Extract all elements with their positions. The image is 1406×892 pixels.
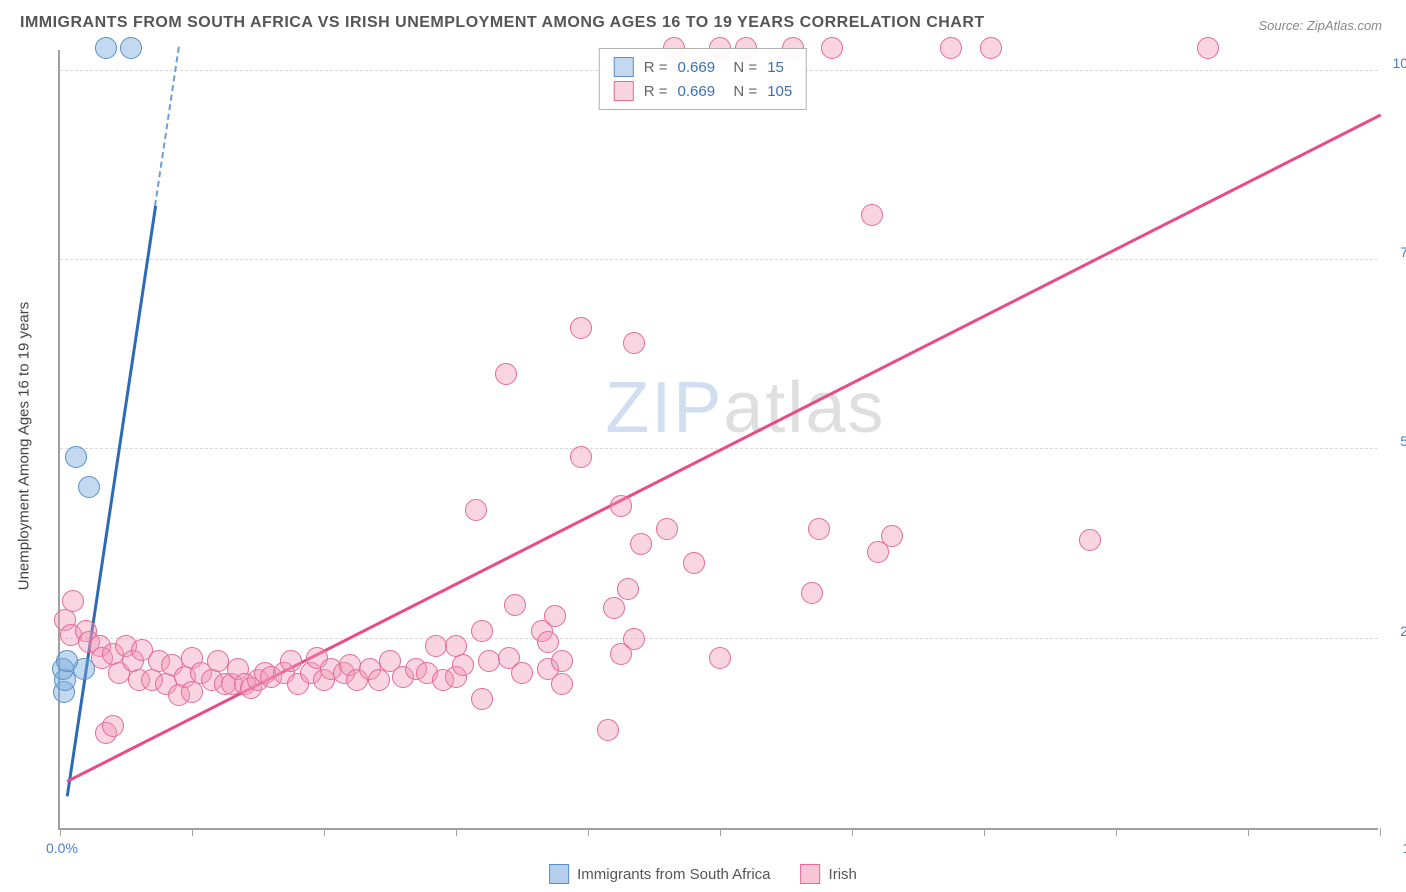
x-tick bbox=[984, 828, 985, 836]
data-point bbox=[504, 594, 526, 616]
y-tick-label: 75.0% bbox=[1400, 244, 1406, 260]
data-point bbox=[478, 650, 500, 672]
x-tick-label-max: 100.0% bbox=[1403, 840, 1406, 856]
data-point bbox=[861, 204, 883, 226]
data-point bbox=[1079, 529, 1101, 551]
x-tick-label-min: 0.0% bbox=[46, 840, 78, 856]
y-tick-label: 50.0% bbox=[1400, 433, 1406, 449]
x-tick bbox=[852, 828, 853, 836]
legend-swatch-a-bottom bbox=[549, 864, 569, 884]
gridline bbox=[60, 259, 1378, 260]
trend-line bbox=[154, 47, 180, 206]
data-point bbox=[120, 37, 142, 59]
legend-label-a: Immigrants from South Africa bbox=[577, 866, 770, 883]
data-point bbox=[452, 654, 474, 676]
x-tick bbox=[1248, 828, 1249, 836]
data-point bbox=[617, 578, 639, 600]
x-tick bbox=[1116, 828, 1117, 836]
data-point bbox=[623, 332, 645, 354]
legend-swatch-a bbox=[614, 57, 634, 77]
data-point bbox=[709, 647, 731, 669]
data-point bbox=[551, 673, 573, 695]
y-axis-label: Unemployment Among Ages 16 to 19 years bbox=[16, 302, 33, 591]
source-attribution: Source: ZipAtlas.com bbox=[1258, 18, 1382, 33]
data-point bbox=[62, 590, 84, 612]
correlation-legend: R = 0.669 N = 15 R = 0.669 N = 105 bbox=[599, 48, 807, 110]
data-point bbox=[570, 446, 592, 468]
x-tick bbox=[1380, 828, 1381, 836]
trend-line bbox=[65, 206, 156, 797]
data-point bbox=[623, 628, 645, 650]
data-point bbox=[821, 37, 843, 59]
data-point bbox=[102, 715, 124, 737]
chart-title: IMMIGRANTS FROM SOUTH AFRICA VS IRISH UN… bbox=[20, 14, 985, 32]
legend-item-b: Irish bbox=[801, 864, 857, 884]
x-tick bbox=[192, 828, 193, 836]
x-tick bbox=[588, 828, 589, 836]
data-point bbox=[980, 37, 1002, 59]
data-point bbox=[551, 650, 573, 672]
legend-label-b: Irish bbox=[829, 866, 857, 883]
data-point bbox=[808, 518, 830, 540]
data-point bbox=[425, 635, 447, 657]
data-point bbox=[181, 681, 203, 703]
data-point bbox=[471, 688, 493, 710]
data-point bbox=[95, 37, 117, 59]
x-tick bbox=[324, 828, 325, 836]
legend-item-a: Immigrants from South Africa bbox=[549, 864, 770, 884]
data-point bbox=[881, 525, 903, 547]
data-point bbox=[570, 317, 592, 339]
gridline bbox=[60, 638, 1378, 639]
data-point bbox=[65, 446, 87, 468]
y-tick-label: 25.0% bbox=[1400, 623, 1406, 639]
data-point bbox=[280, 650, 302, 672]
data-point bbox=[471, 620, 493, 642]
data-point bbox=[368, 669, 390, 691]
data-point bbox=[603, 597, 625, 619]
x-tick bbox=[720, 828, 721, 836]
data-point bbox=[630, 533, 652, 555]
data-point bbox=[656, 518, 678, 540]
data-point bbox=[465, 499, 487, 521]
x-tick bbox=[456, 828, 457, 836]
x-axis-legend: Immigrants from South Africa Irish bbox=[549, 864, 857, 884]
legend-swatch-b-bottom bbox=[801, 864, 821, 884]
data-point bbox=[495, 363, 517, 385]
data-point bbox=[78, 476, 100, 498]
legend-row-series-b: R = 0.669 N = 105 bbox=[614, 79, 792, 103]
legend-swatch-b bbox=[614, 81, 634, 101]
data-point bbox=[683, 552, 705, 574]
data-point bbox=[537, 631, 559, 653]
data-point bbox=[801, 582, 823, 604]
y-tick-label: 100.0% bbox=[1393, 55, 1406, 71]
data-point bbox=[207, 650, 229, 672]
data-point bbox=[610, 495, 632, 517]
x-tick bbox=[60, 828, 61, 836]
data-point bbox=[1197, 37, 1219, 59]
data-point bbox=[940, 37, 962, 59]
data-point bbox=[544, 605, 566, 627]
data-point bbox=[597, 719, 619, 741]
plot-area: ZIPatlas 25.0%50.0%75.0%100.0%0.0%100.0% bbox=[58, 50, 1378, 830]
data-point bbox=[511, 662, 533, 684]
legend-row-series-a: R = 0.669 N = 15 bbox=[614, 55, 792, 79]
data-point bbox=[56, 650, 78, 672]
